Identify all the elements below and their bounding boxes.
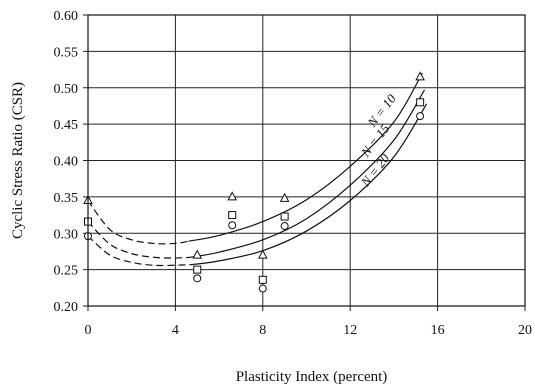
circle-marker bbox=[193, 274, 202, 283]
circle-marker bbox=[258, 284, 267, 293]
triangle-marker bbox=[279, 192, 290, 202]
solid-curve-1 bbox=[188, 72, 423, 242]
circle-marker bbox=[228, 221, 237, 230]
x-tick-label: 16 bbox=[431, 323, 445, 338]
x-tick-label: 4 bbox=[172, 323, 179, 338]
square-marker bbox=[258, 275, 267, 284]
dashed-curve-2 bbox=[87, 221, 191, 259]
x-tick-label: 20 bbox=[518, 323, 532, 338]
square-marker bbox=[193, 265, 202, 274]
x-tick-label: 0 bbox=[85, 323, 92, 338]
fit-curves bbox=[87, 72, 428, 267]
y-tick-label: 0.50 bbox=[54, 82, 79, 97]
triangle-marker bbox=[192, 249, 203, 259]
y-tick-label: 0.60 bbox=[54, 9, 79, 24]
square-marker bbox=[228, 211, 237, 220]
x-axis-label: Plasticity Index (percent) bbox=[236, 369, 388, 385]
y-tick-label: 0.25 bbox=[54, 264, 79, 279]
square-marker bbox=[416, 98, 425, 107]
y-tick-label: 0.30 bbox=[54, 227, 79, 242]
y-tick-label: 0.40 bbox=[54, 155, 79, 170]
y-tick-label: 0.20 bbox=[54, 300, 79, 315]
curve-label: N = 20 bbox=[357, 151, 392, 191]
dashed-curve-1 bbox=[87, 200, 189, 245]
circle-marker bbox=[416, 112, 425, 121]
dashed-curve-3 bbox=[87, 235, 193, 267]
x-tick-label: 12 bbox=[343, 323, 357, 338]
circle-marker bbox=[280, 221, 289, 230]
square-marker bbox=[280, 212, 289, 221]
solid-curve-2 bbox=[190, 89, 426, 258]
tick-labels: 0 4 8 12 16 20 0.20 0.25 0.30 0.35 0.40 0.45 0.50 0.5… bbox=[54, 9, 533, 338]
data-markers bbox=[83, 71, 425, 293]
plot-frame bbox=[87, 14, 526, 307]
y-tick-label: 0.35 bbox=[54, 191, 79, 206]
y-tick-label: 0.55 bbox=[54, 45, 79, 60]
triangle-marker bbox=[257, 249, 268, 259]
triangle-marker bbox=[227, 191, 238, 201]
x-tick-label: 8 bbox=[259, 323, 266, 338]
y-tick-label: 0.45 bbox=[54, 118, 79, 133]
grid-lines bbox=[83, 14, 526, 311]
solid-curve-3 bbox=[192, 103, 428, 266]
y-axis-label: Cyclic Stress Ratio (CSR) bbox=[10, 82, 26, 239]
triangle-marker bbox=[415, 71, 425, 81]
